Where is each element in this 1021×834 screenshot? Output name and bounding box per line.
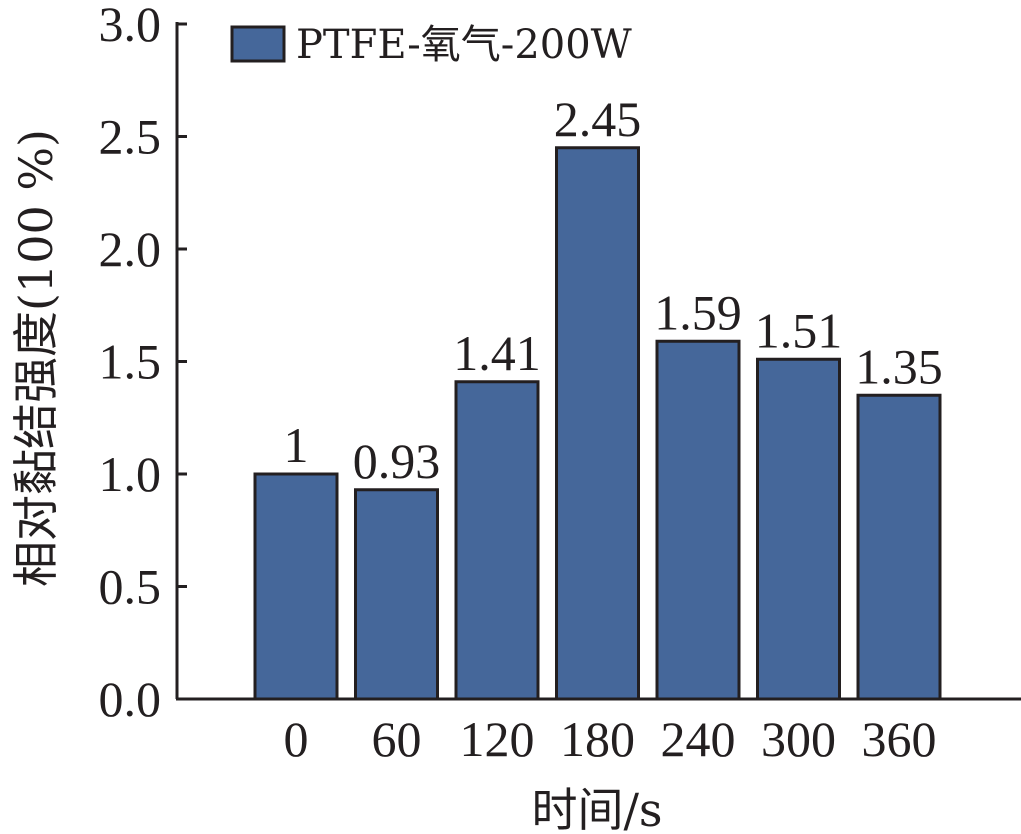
x-tick-label: 0 bbox=[284, 711, 309, 767]
bar bbox=[454, 380, 540, 701]
y-tick-label: 3.0 bbox=[99, 0, 162, 52]
y-axis-title: 相对黏结强度(100 %) bbox=[9, 129, 63, 587]
x-axis-ticks: 0 60 120 180 240 300 360 bbox=[284, 711, 937, 767]
bar-value-label: 1.51 bbox=[755, 302, 843, 358]
bar bbox=[756, 357, 841, 701]
bar bbox=[655, 339, 741, 701]
bar-value-label: 0.93 bbox=[353, 433, 441, 489]
y-tick-label: 0.5 bbox=[99, 559, 162, 615]
y-tick-label: 2.5 bbox=[99, 109, 162, 165]
bar bbox=[253, 472, 339, 701]
x-tick-label: 240 bbox=[661, 711, 736, 767]
y-tick-label: 0.0 bbox=[99, 671, 162, 727]
y-tick-label: 1.0 bbox=[99, 446, 162, 502]
bar-value-label: 1.59 bbox=[654, 284, 742, 340]
bar bbox=[555, 146, 640, 701]
x-tick-label: 60 bbox=[372, 711, 422, 767]
bar-value-label: 2.45 bbox=[554, 91, 642, 147]
y-tick-label: 2.0 bbox=[99, 221, 162, 277]
bars bbox=[253, 146, 942, 701]
x-tick-label: 300 bbox=[761, 711, 836, 767]
bar-data-labels: 1 0.931.41 2.45 1.59 1.511.35 bbox=[284, 91, 943, 489]
y-axis-ticks: 0.0 0.5 1.0 1.5 2.0 2.5 3.0 bbox=[99, 0, 187, 727]
bar-value-label: 1 bbox=[284, 417, 309, 473]
bar-value-label: 1.41 bbox=[453, 325, 541, 381]
bar bbox=[354, 488, 439, 701]
bar-value-label: 1.35 bbox=[855, 338, 943, 394]
x-tick-label: 180 bbox=[560, 711, 635, 767]
x-tick-label: 120 bbox=[460, 711, 535, 767]
legend-swatch bbox=[230, 25, 286, 63]
legend-label: PTFE-氧气-200W bbox=[296, 22, 632, 68]
x-axis-title: 时间/s bbox=[531, 783, 662, 834]
bar bbox=[856, 393, 942, 701]
x-tick-label: 360 bbox=[862, 711, 937, 767]
legend: PTFE-氧气-200W bbox=[230, 22, 632, 68]
y-tick-label: 1.5 bbox=[99, 334, 162, 390]
